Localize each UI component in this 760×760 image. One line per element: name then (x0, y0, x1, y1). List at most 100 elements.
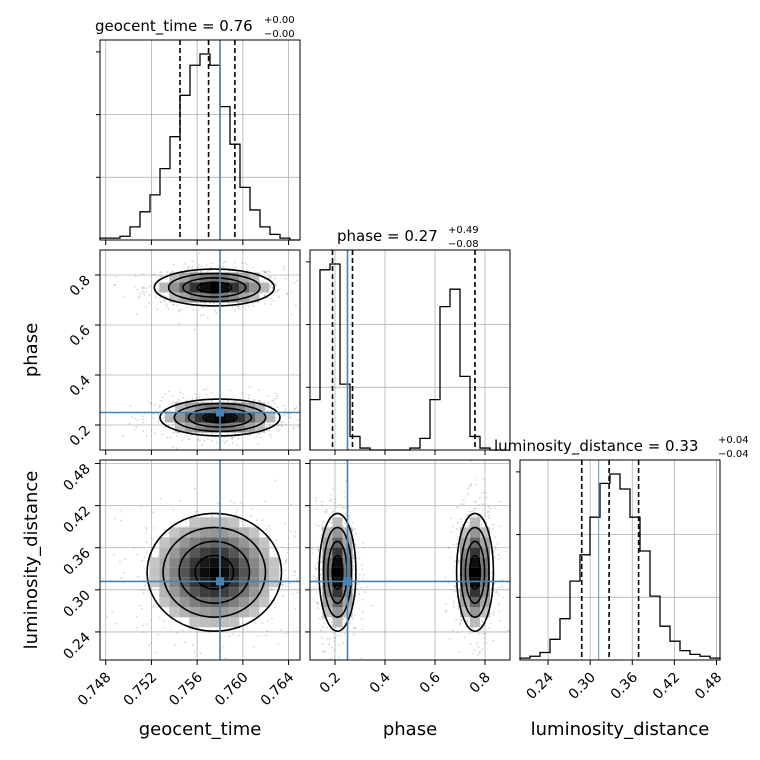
sample-point (233, 502, 236, 504)
density-cell (229, 537, 240, 548)
density-cell (169, 597, 180, 608)
y-axis-label-phase: phase (21, 323, 42, 377)
density-cell (470, 607, 480, 618)
sample-point (160, 275, 163, 277)
sample-point (152, 417, 155, 419)
sample-point (171, 394, 174, 397)
sample-point (352, 529, 355, 531)
density-cell (195, 422, 205, 433)
density-cell (165, 412, 175, 423)
sample-point (316, 602, 319, 605)
sample-point (321, 569, 323, 572)
density-cell (269, 577, 280, 588)
sample-point (124, 558, 127, 561)
sample-point (154, 296, 157, 299)
sample-point (281, 424, 283, 426)
sample-point (324, 651, 327, 653)
sample-point (353, 565, 355, 568)
sample-point (258, 389, 261, 392)
sample-point (157, 555, 160, 557)
sample-point (353, 573, 356, 576)
sample-point (497, 554, 500, 556)
sample-point (468, 510, 471, 513)
sample-point (251, 266, 254, 269)
sample-point (276, 397, 278, 400)
sample-point (320, 637, 323, 639)
sample-point (227, 432, 229, 435)
sample-point (318, 525, 321, 527)
density-cell (169, 292, 180, 303)
sample-point (137, 419, 139, 421)
sample-point (136, 288, 139, 291)
sample-point (285, 561, 288, 563)
sample-point (317, 549, 320, 552)
sample-point (498, 500, 501, 503)
sample-point (164, 295, 166, 298)
density-cell (219, 282, 230, 293)
sample-point (333, 626, 336, 629)
sample-point (287, 431, 290, 433)
sample-point (247, 305, 250, 308)
sample-point (468, 485, 471, 488)
density-cell (169, 557, 180, 568)
sample-point (330, 621, 333, 623)
density-cell (179, 282, 190, 293)
density-cell (195, 402, 205, 413)
sample-point (193, 651, 196, 654)
sample-point (283, 268, 286, 271)
sample-point (229, 500, 232, 502)
title-geocent-time-sub: −0.00 (264, 29, 295, 40)
sample-point (159, 297, 162, 299)
sample-point (196, 510, 199, 513)
sample-point (245, 263, 248, 266)
sample-point (497, 603, 500, 606)
sample-point (456, 527, 458, 530)
density-cell (179, 557, 190, 568)
sample-point (492, 528, 494, 531)
sample-point (271, 617, 273, 620)
sample-point (180, 308, 183, 311)
sample-point (328, 643, 330, 646)
density-cell (169, 577, 180, 588)
sample-point (290, 503, 293, 506)
sample-point (256, 435, 258, 438)
sample-point (457, 605, 460, 608)
sample-point (214, 309, 217, 312)
density-cell (249, 282, 260, 293)
density-cell (322, 587, 333, 598)
contour-level-1 (468, 554, 482, 590)
sample-point (352, 555, 354, 558)
sample-point (321, 587, 323, 589)
sample-point (120, 519, 122, 522)
sample-point (166, 271, 169, 273)
sample-point (322, 617, 324, 620)
sample-point (288, 582, 291, 584)
sample-point (143, 556, 146, 558)
sample-point (183, 263, 186, 265)
density-cell (189, 607, 200, 618)
sample-point (249, 515, 252, 518)
axis-ticks: 0.748 0.752 0.756 0.760 0.764 0.2 0.4 0.6 0.8 0.2… (60, 51, 725, 709)
sample-point (259, 436, 262, 439)
sample-point (148, 285, 151, 288)
sample-point (151, 538, 153, 541)
sample-point (139, 293, 142, 295)
density-cell (249, 577, 260, 588)
sample-point (167, 532, 170, 535)
density-cell (332, 607, 343, 618)
sample-point (451, 525, 454, 528)
sample-point (267, 402, 270, 404)
sample-point (336, 506, 339, 509)
sample-point (249, 433, 252, 436)
sample-point (269, 271, 272, 274)
sample-point (147, 401, 150, 403)
sample-point (172, 303, 174, 306)
sample-point (244, 304, 247, 306)
density-cell (159, 597, 170, 608)
sample-point (481, 620, 484, 623)
density-cell (470, 597, 480, 608)
sample-point (485, 491, 487, 494)
title-geocent-time-sup: +0.00 (264, 15, 295, 26)
sample-point (210, 439, 213, 442)
